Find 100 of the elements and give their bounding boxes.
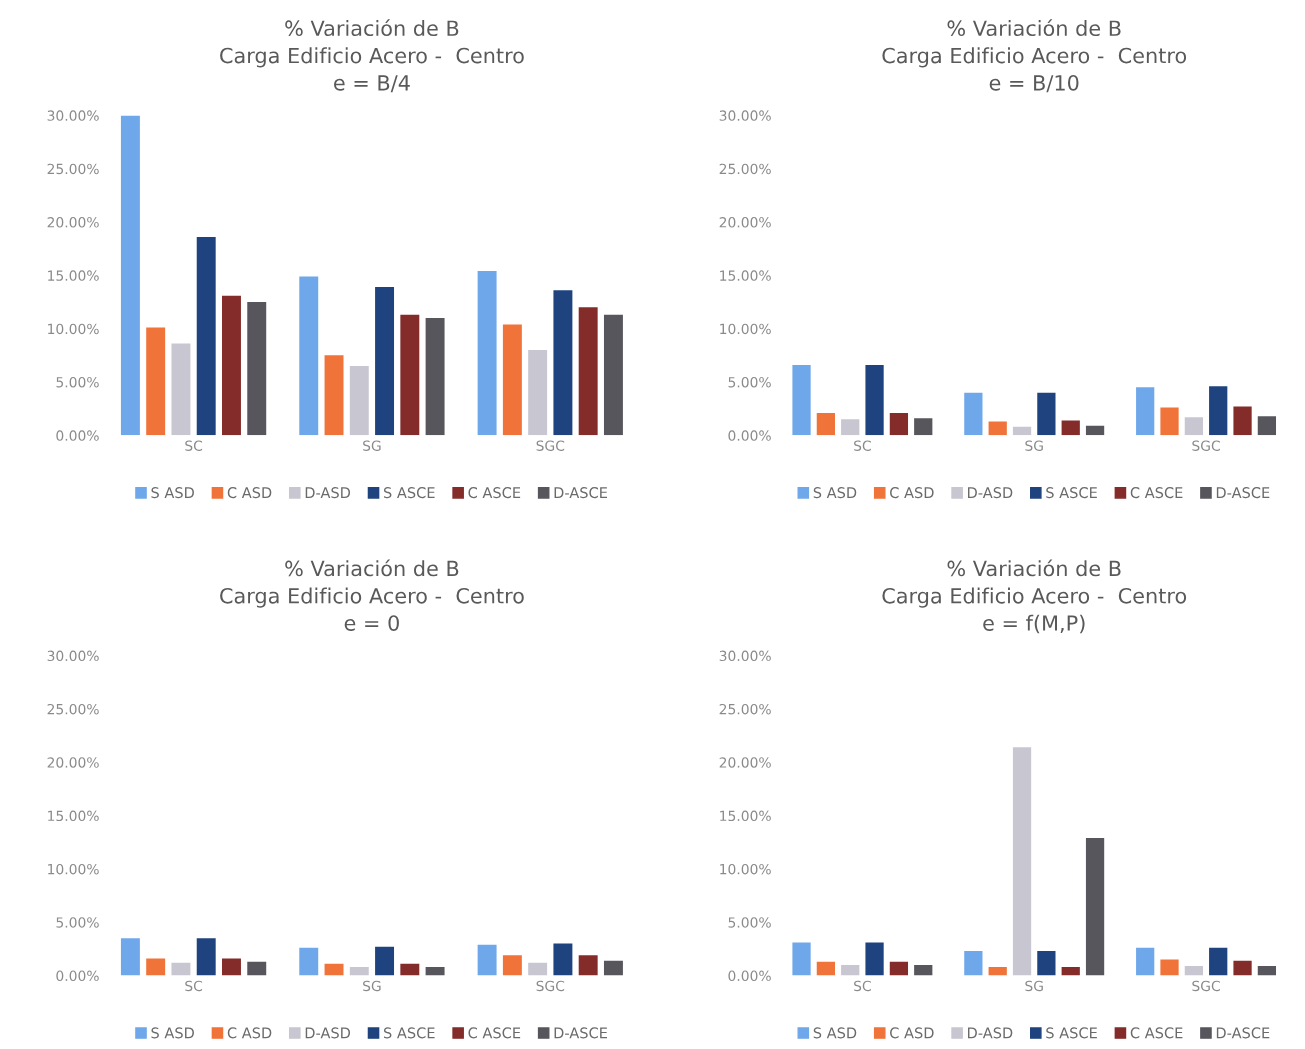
bar — [1209, 947, 1228, 976]
bar — [1233, 960, 1252, 976]
chart-title: % Variación de B Carga Edificio Acero - Centro e = B/4 — [220, 19, 524, 93]
bar — [1257, 965, 1277, 976]
y-tick-label: 15.00% — [720, 810, 771, 822]
bar — [1160, 959, 1179, 976]
legend-label: C ASD — [890, 487, 934, 499]
bar — [988, 967, 1007, 976]
bar — [425, 967, 445, 976]
x-tick-label: SGC — [1192, 440, 1220, 451]
legend-label: D-ASCE — [554, 1027, 608, 1039]
bar — [841, 419, 860, 436]
bar — [196, 236, 216, 436]
y-tick-label: 30.00% — [719, 110, 771, 121]
bar — [1012, 426, 1032, 436]
bar — [324, 963, 344, 976]
y-tick-label: 25.00% — [47, 163, 99, 175]
bar — [477, 271, 497, 436]
legend-label: S ASCE — [1046, 487, 1097, 499]
bar — [247, 961, 267, 976]
y-tick-label: 10.00% — [720, 863, 771, 875]
legend-label: S ASCE — [383, 1027, 435, 1039]
bar — [1037, 392, 1056, 436]
y-tick-label: 0.00% — [56, 970, 99, 982]
legend-label: C ASCE — [1130, 487, 1183, 499]
bar — [1233, 406, 1252, 436]
legend-label: S ASD — [813, 1027, 857, 1039]
x-tick-label: SC — [185, 440, 203, 451]
y-tick-label: 30.00% — [719, 650, 771, 662]
bar — [349, 967, 369, 976]
bar — [425, 318, 445, 436]
legend-label: S ASCE — [1046, 1027, 1097, 1039]
bar — [502, 324, 522, 436]
bar — [988, 421, 1007, 436]
x-tick-label: SC — [854, 980, 871, 992]
chart-title: % Variación de B Carga Edificio Acero - Centro e = B/10 — [882, 19, 1187, 93]
y-tick-label: 20.00% — [719, 757, 771, 768]
bar — [1136, 947, 1155, 976]
legend-label: D-ASCE — [1216, 487, 1270, 499]
y-tick-label: 0.00% — [728, 970, 771, 982]
y-tick-label: 15.00% — [48, 270, 99, 281]
bar — [816, 961, 835, 976]
bar — [816, 412, 835, 436]
bar — [349, 366, 369, 436]
y-tick-label: 20.00% — [47, 217, 99, 228]
bar — [914, 964, 933, 976]
legend-label: D-ASD — [305, 487, 351, 499]
bar — [865, 364, 884, 436]
bar — [120, 938, 140, 976]
bar — [222, 295, 241, 436]
bar — [792, 364, 811, 436]
bar — [1257, 416, 1277, 436]
bar — [578, 955, 598, 976]
x-tick-label: SG — [1025, 980, 1043, 992]
bar — [400, 963, 420, 976]
bar — [1160, 407, 1179, 436]
legend-label: C ASCE — [468, 1027, 521, 1039]
bar — [792, 942, 811, 976]
x-tick-label: SGC — [536, 440, 565, 451]
bar — [477, 944, 497, 976]
legend-label: D-ASD — [305, 1027, 351, 1039]
bar — [1085, 425, 1105, 436]
bar — [964, 392, 983, 436]
legend-label: S ASD — [151, 1027, 194, 1039]
y-tick-label: 25.00% — [719, 163, 771, 175]
bar — [1184, 417, 1203, 436]
bar — [222, 958, 241, 976]
bar — [299, 947, 319, 976]
bar — [553, 290, 573, 436]
bar — [324, 355, 344, 436]
bar — [964, 951, 983, 976]
legend-label: S ASD — [151, 487, 194, 499]
legend-label: C ASCE — [468, 487, 521, 499]
bar — [1037, 951, 1056, 976]
y-tick-label: 30.00% — [47, 110, 99, 121]
y-tick-label: 20.00% — [719, 217, 771, 228]
x-tick-label: SG — [363, 980, 381, 992]
legend-label: D-ASCE — [554, 487, 608, 499]
y-tick-label: 10.00% — [48, 863, 99, 875]
bar — [528, 962, 548, 976]
bar — [196, 938, 216, 976]
bar — [603, 960, 623, 976]
y-tick-label: 0.00% — [56, 430, 99, 441]
bar — [120, 115, 140, 436]
bar — [865, 942, 884, 976]
y-tick-label: 15.00% — [720, 270, 771, 281]
legend-label: D-ASD — [968, 1027, 1013, 1039]
x-tick-label: SG — [1025, 440, 1043, 451]
y-tick-label: 30.00% — [47, 650, 99, 662]
x-tick-label: SC — [185, 980, 203, 992]
chart-title: % Variación de B Carga Edificio Acero - Centro e = f(M,P) — [882, 559, 1187, 634]
bar — [299, 276, 319, 436]
y-tick-label: 20.00% — [47, 757, 99, 768]
bar — [889, 412, 909, 436]
bar — [400, 314, 420, 436]
bar — [578, 307, 598, 436]
bar — [1012, 747, 1032, 976]
y-tick-label: 5.00% — [728, 917, 771, 928]
legend-label: D-ASD — [968, 487, 1013, 499]
bar — [171, 343, 191, 436]
